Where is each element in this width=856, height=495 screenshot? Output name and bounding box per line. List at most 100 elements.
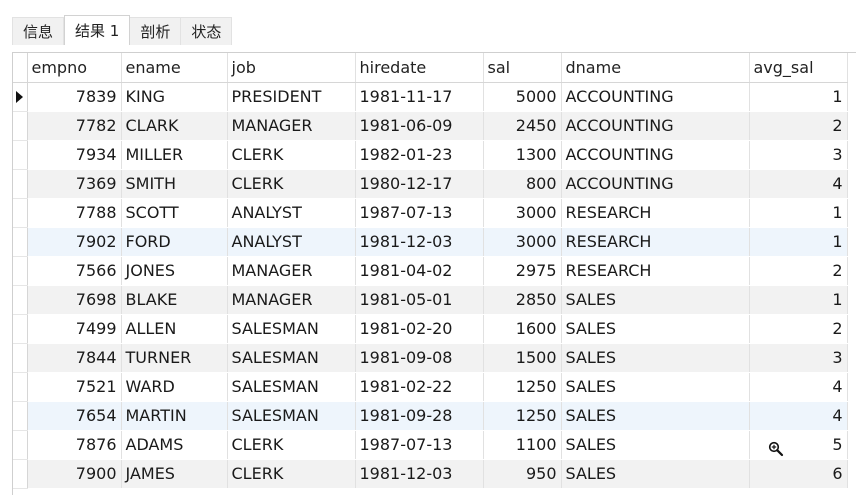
column-header-empno[interactable]: empno [27, 53, 122, 83]
cell-dname[interactable]: RESEARCH [561, 198, 750, 228]
table-row[interactable]: 7902 FORD ANALYST 1981-12-03 3000 RESEARCH 1 [13, 227, 848, 257]
cell-sal[interactable]: 1100 [483, 430, 562, 460]
cell-avg-sal[interactable]: 6 [749, 459, 848, 489]
table-row[interactable]: 7788 SCOTT ANALYST 1987-07-13 3000 RESEARCH 1 [13, 198, 848, 228]
cell-sal[interactable]: 2450 [483, 111, 562, 141]
row-indicator[interactable] [13, 111, 28, 141]
cell-job[interactable]: SALESMAN [227, 314, 356, 344]
row-indicator[interactable] [13, 401, 28, 431]
cell-ename[interactable]: FORD [121, 227, 228, 257]
cell-ename[interactable]: BLAKE [121, 285, 228, 315]
cell-ename[interactable]: JAMES [121, 459, 228, 489]
cell-sal[interactable]: 3000 [483, 227, 562, 257]
cell-job[interactable]: PRESIDENT [227, 82, 356, 112]
table-row[interactable]: 7698 BLAKE MANAGER 1981-05-01 2850 SALES 1 [13, 285, 848, 315]
cell-hiredate[interactable]: 1981-02-22 [355, 372, 484, 402]
cell-hiredate[interactable]: 1981-12-03 [355, 227, 484, 257]
cell-sal[interactable]: 800 [483, 169, 562, 199]
cell-empno[interactable]: 7844 [27, 343, 122, 373]
cell-dname[interactable]: RESEARCH [561, 256, 750, 286]
cell-empno[interactable]: 7934 [27, 140, 122, 170]
cell-hiredate[interactable]: 1981-05-01 [355, 285, 484, 315]
cell-ename[interactable]: WARD [121, 372, 228, 402]
cell-dname[interactable]: ACCOUNTING [561, 82, 750, 112]
cell-job[interactable]: ANALYST [227, 227, 356, 257]
cell-empno[interactable]: 7900 [27, 459, 122, 489]
row-indicator[interactable] [13, 372, 28, 402]
cell-sal[interactable]: 3000 [483, 198, 562, 228]
cell-dname[interactable]: RESEARCH [561, 227, 750, 257]
cell-job[interactable]: ANALYST [227, 198, 356, 228]
tab-info[interactable]: 信息 [12, 17, 65, 45]
cell-job[interactable]: CLERK [227, 459, 356, 489]
table-row[interactable]: 7934 MILLER CLERK 1982-01-23 1300 ACCOUNTING 3 [13, 140, 848, 170]
cell-ename[interactable]: JONES [121, 256, 228, 286]
cell-hiredate[interactable]: 1981-02-20 [355, 314, 484, 344]
cell-dname[interactable]: SALES [561, 285, 750, 315]
cell-job[interactable]: CLERK [227, 430, 356, 460]
cell-empno[interactable]: 7698 [27, 285, 122, 315]
cell-job[interactable]: SALESMAN [227, 372, 356, 402]
cell-ename[interactable]: KING [121, 82, 228, 112]
cell-avg-sal[interactable]: 3 [749, 140, 848, 170]
cell-dname[interactable]: SALES [561, 343, 750, 373]
table-row[interactable]: 7566 JONES MANAGER 1981-04-02 2975 RESEARCH 2 [13, 256, 848, 286]
cell-hiredate[interactable]: 1981-06-09 [355, 111, 484, 141]
cell-empno[interactable]: 7788 [27, 198, 122, 228]
row-indicator[interactable] [13, 140, 28, 170]
cell-dname[interactable]: SALES [561, 459, 750, 489]
row-indicator[interactable] [13, 169, 28, 199]
cell-job[interactable]: MANAGER [227, 111, 356, 141]
cell-hiredate[interactable]: 1981-09-28 [355, 401, 484, 431]
tab-result-1[interactable]: 结果 1 [64, 15, 131, 45]
table-row[interactable]: 7369 SMITH CLERK 1980-12-17 800 ACCOUNTING 4 [13, 169, 848, 199]
row-indicator[interactable] [13, 227, 28, 257]
tab-profile[interactable]: 剖析 [130, 17, 182, 45]
cell-dname[interactable]: SALES [561, 430, 750, 460]
cell-hiredate[interactable]: 1981-04-02 [355, 256, 484, 286]
cell-ename[interactable]: MILLER [121, 140, 228, 170]
cell-sal[interactable]: 1600 [483, 314, 562, 344]
cell-sal[interactable]: 2850 [483, 285, 562, 315]
cell-hiredate[interactable]: 1980-12-17 [355, 169, 484, 199]
cell-avg-sal[interactable]: 2 [749, 111, 848, 141]
row-indicator[interactable] [13, 459, 28, 489]
cell-avg-sal[interactable]: 4 [749, 401, 848, 431]
column-header-avg-sal[interactable]: avg_sal [749, 53, 848, 83]
cell-ename[interactable]: ADAMS [121, 430, 228, 460]
cell-sal[interactable]: 1250 [483, 372, 562, 402]
cell-ename[interactable]: TURNER [121, 343, 228, 373]
table-row[interactable]: 7499 ALLEN SALESMAN 1981-02-20 1600 SALES 2 [13, 314, 848, 344]
column-header-hiredate[interactable]: hiredate [355, 53, 484, 83]
cell-sal[interactable]: 950 [483, 459, 562, 489]
tab-status[interactable]: 状态 [181, 17, 233, 45]
cell-hiredate[interactable]: 1987-07-13 [355, 198, 484, 228]
cell-job[interactable]: MANAGER [227, 285, 356, 315]
cell-empno[interactable]: 7521 [27, 372, 122, 402]
cell-sal[interactable]: 1300 [483, 140, 562, 170]
row-indicator[interactable] [13, 285, 28, 315]
cell-job[interactable]: CLERK [227, 140, 356, 170]
cell-empno[interactable]: 7654 [27, 401, 122, 431]
cell-dname[interactable]: SALES [561, 401, 750, 431]
cell-avg-sal[interactable]: 4 [749, 169, 848, 199]
cell-empno[interactable]: 7499 [27, 314, 122, 344]
table-row[interactable]: 7876 ADAMS CLERK 1987-07-13 1100 SALES 5 [13, 430, 848, 460]
cell-ename[interactable]: SMITH [121, 169, 228, 199]
table-row[interactable]: 7839 KING PRESIDENT 1981-11-17 5000 ACCOUNTIN… [13, 82, 848, 112]
cell-avg-sal[interactable]: 3 [749, 343, 848, 373]
table-row[interactable]: 7844 TURNER SALESMAN 1981-09-08 1500 SALES 3 [13, 343, 848, 373]
cell-empno[interactable]: 7782 [27, 111, 122, 141]
cell-empno[interactable]: 7902 [27, 227, 122, 257]
row-indicator[interactable] [13, 198, 28, 228]
cell-hiredate[interactable]: 1981-09-08 [355, 343, 484, 373]
cell-empno[interactable]: 7566 [27, 256, 122, 286]
cell-sal[interactable]: 1250 [483, 401, 562, 431]
column-header-sal[interactable]: sal [483, 53, 562, 83]
cell-avg-sal[interactable]: 5 [749, 430, 848, 460]
cell-hiredate[interactable]: 1987-07-13 [355, 430, 484, 460]
cell-dname[interactable]: SALES [561, 314, 750, 344]
cell-hiredate[interactable]: 1981-11-17 [355, 82, 484, 112]
cell-dname[interactable]: ACCOUNTING [561, 111, 750, 141]
cell-job[interactable]: SALESMAN [227, 343, 356, 373]
